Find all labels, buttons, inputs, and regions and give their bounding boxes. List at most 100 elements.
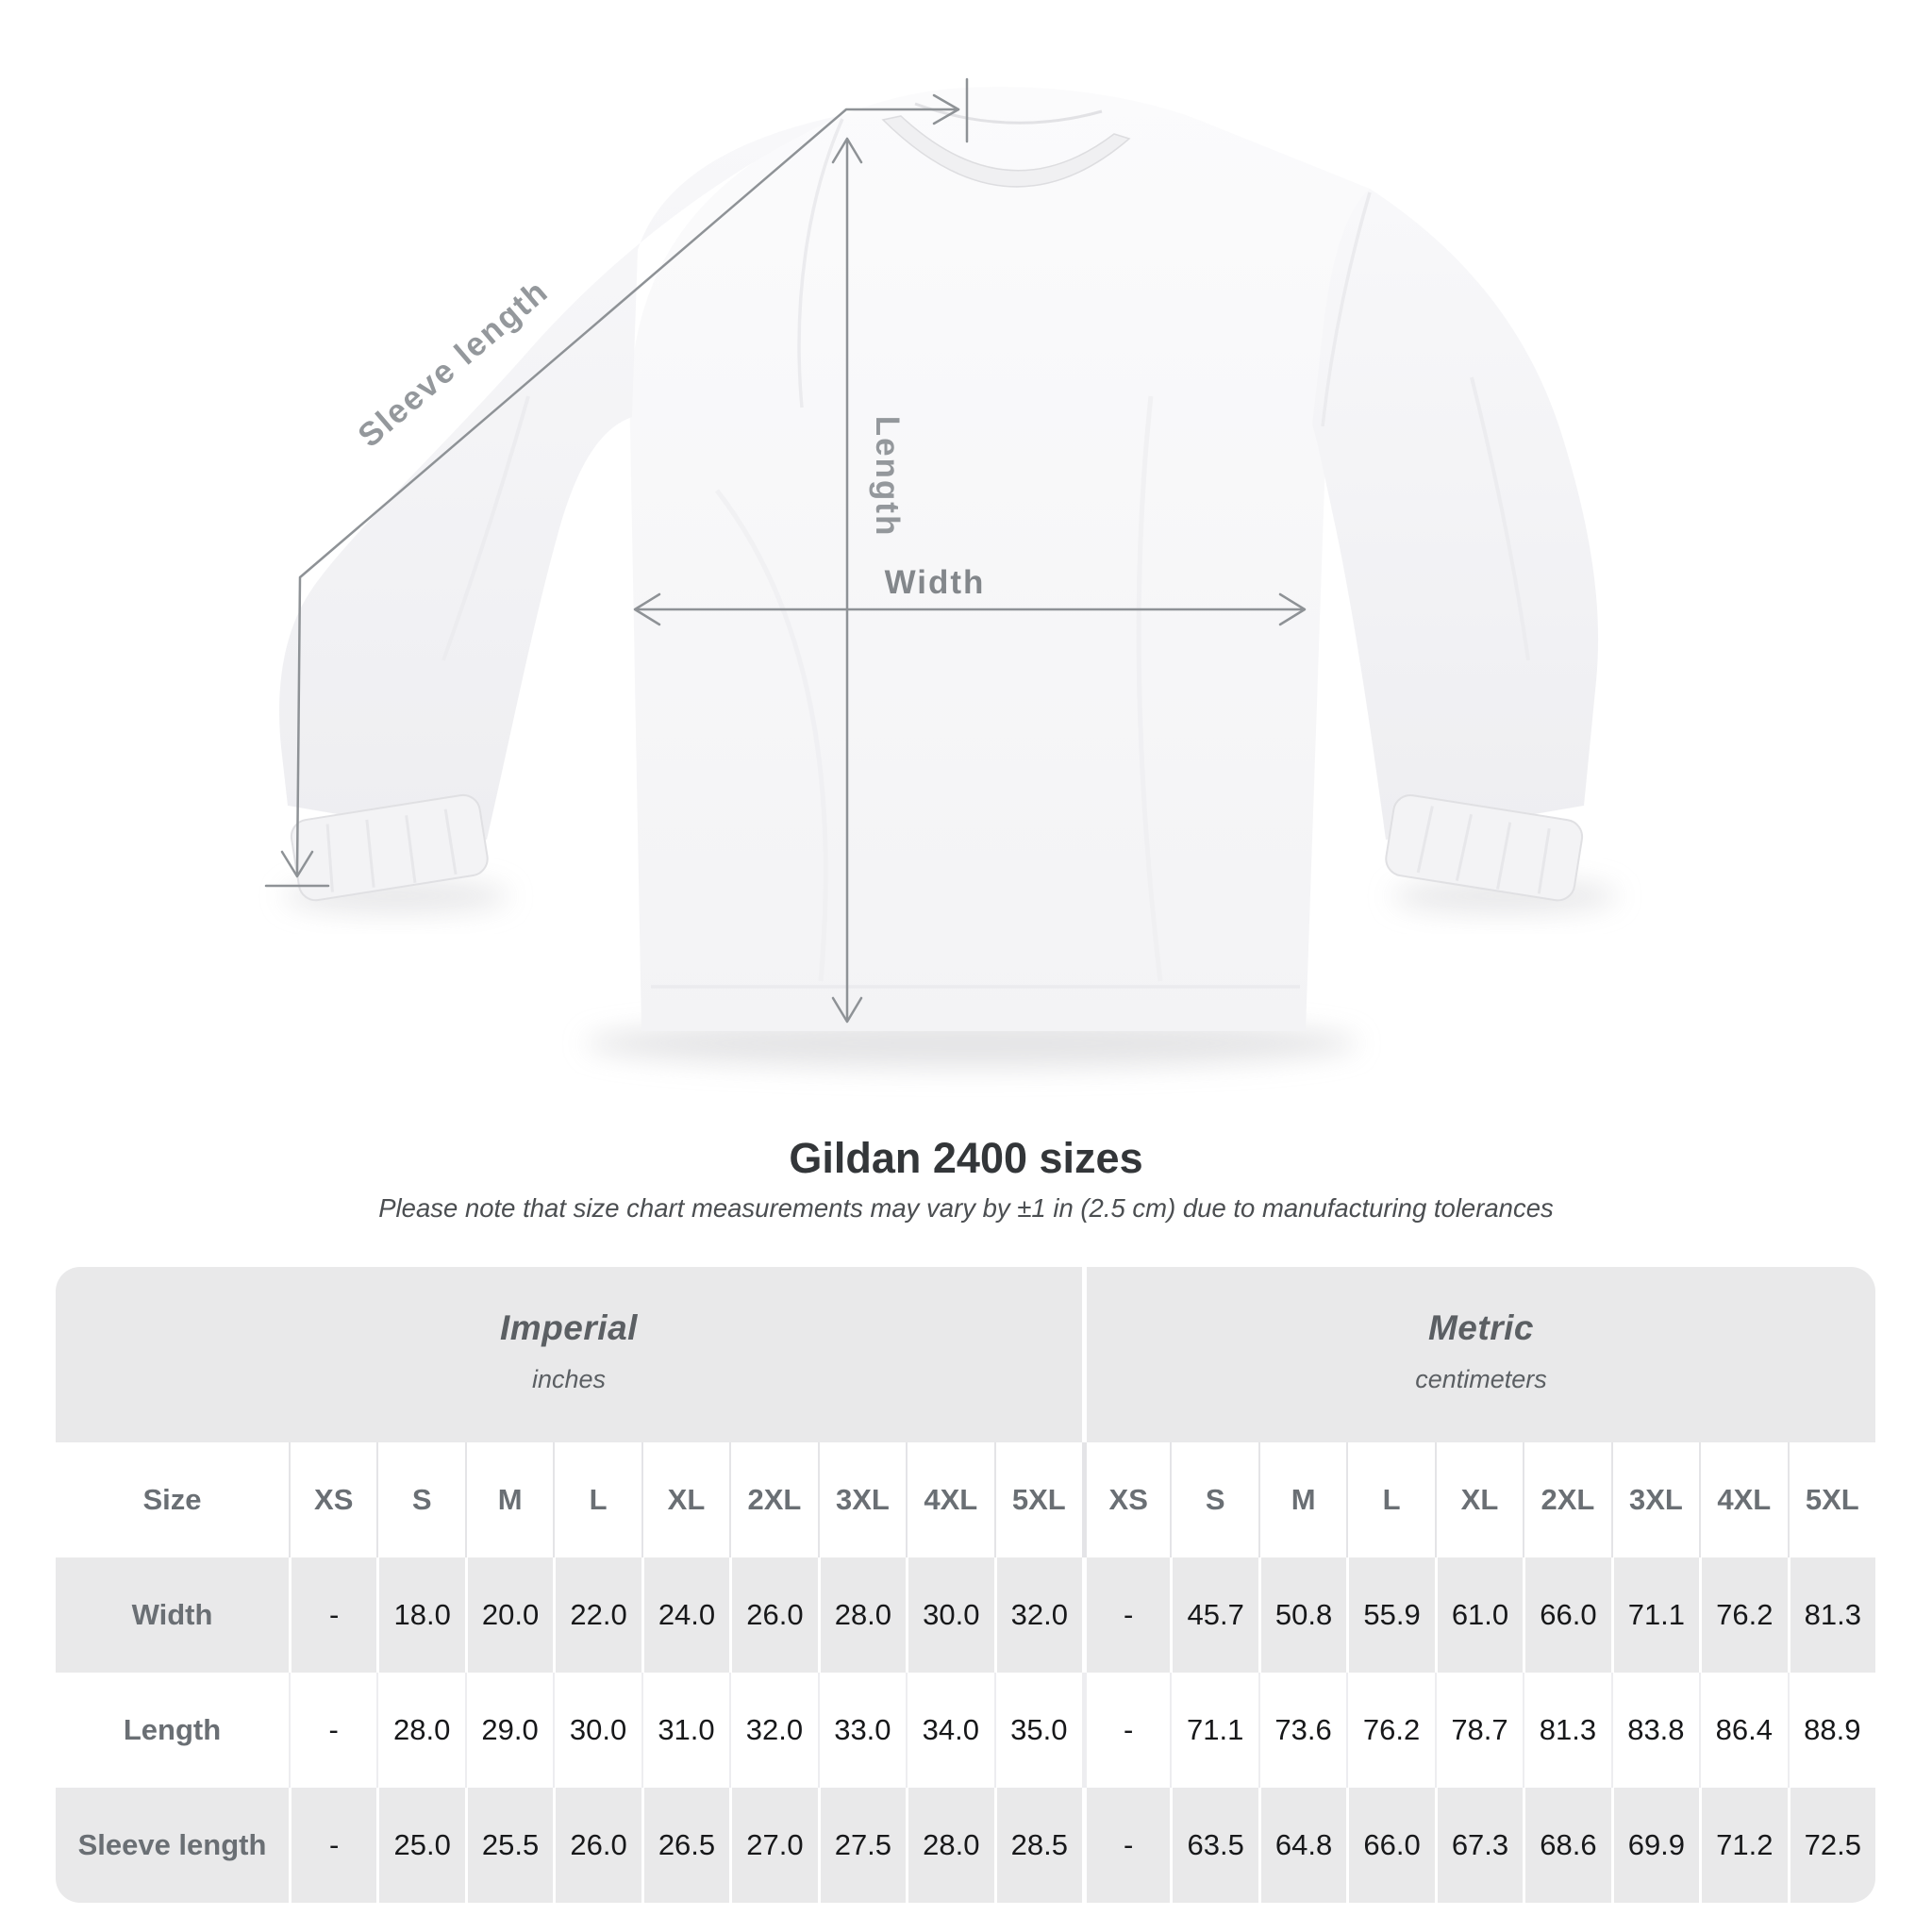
- size-header-cell: XS: [1081, 1442, 1171, 1557]
- table-cell: 27.5: [817, 1788, 907, 1903]
- table-cell: 28.0: [817, 1557, 907, 1673]
- table-cell: 55.9: [1346, 1557, 1435, 1673]
- imperial-label: Imperial: [500, 1307, 638, 1347]
- table-cell: 73.6: [1257, 1673, 1347, 1788]
- shirt-left-sleeve: [279, 115, 842, 840]
- shirt-illustration: [279, 87, 1618, 1068]
- table-cell: 71.1: [1170, 1673, 1258, 1788]
- size-header-cell: 3XL: [817, 1442, 907, 1557]
- sleeve-arrowhead-down: [280, 850, 314, 878]
- width-arrowhead-left: [633, 592, 661, 626]
- row-label-sleeve-length: Sleeve length: [56, 1788, 289, 1903]
- table-cell: -: [289, 1557, 377, 1673]
- table-cell: 88.9: [1787, 1673, 1875, 1788]
- table-cell: 63.5: [1170, 1788, 1258, 1903]
- size-header-cell: 2XL: [729, 1442, 818, 1557]
- table-cell: 29.0: [464, 1673, 554, 1788]
- size-header-cell: L: [1346, 1442, 1435, 1557]
- shirt-right-sleeve: [1312, 189, 1599, 840]
- table-cell: 26.5: [641, 1788, 730, 1903]
- table-cell: 20.0: [464, 1557, 554, 1673]
- table-cell: 45.7: [1170, 1557, 1258, 1673]
- table-cell: 24.0: [641, 1557, 730, 1673]
- table-cell: 69.9: [1610, 1788, 1700, 1903]
- table-cell: 26.0: [553, 1788, 641, 1903]
- size-header-cell: 5XL: [993, 1442, 1082, 1557]
- sleeve-arrowhead-right: [932, 93, 960, 125]
- table-cell: 22.0: [553, 1557, 641, 1673]
- table-cell: 64.8: [1257, 1788, 1347, 1903]
- table-cell: 76.2: [1699, 1557, 1788, 1673]
- size-header-cell: 4XL: [906, 1442, 994, 1557]
- size-header-cell: M: [1257, 1442, 1347, 1557]
- table-cell: 33.0: [817, 1673, 907, 1788]
- width-label: Width: [885, 564, 986, 601]
- table-cell: -: [289, 1673, 377, 1788]
- size-header-cell: 3XL: [1610, 1442, 1700, 1557]
- size-header-cell: S: [376, 1442, 465, 1557]
- table-cell: -: [1081, 1673, 1171, 1788]
- table-cell: 61.0: [1434, 1557, 1524, 1673]
- table-cell: 28.5: [993, 1788, 1082, 1903]
- left-cuff: [290, 793, 489, 902]
- table-cell: 25.0: [376, 1788, 465, 1903]
- table-cell: -: [289, 1788, 377, 1903]
- collar: [881, 115, 1131, 188]
- table-cell: 66.0: [1523, 1557, 1611, 1673]
- size-header-cell: XL: [1434, 1442, 1524, 1557]
- table-cell: 34.0: [906, 1673, 994, 1788]
- size-header-cell: L: [553, 1442, 641, 1557]
- metric-unit: centimeters: [1415, 1364, 1547, 1393]
- size-table: Imperial inches Metric centimeters Size …: [56, 1267, 1875, 1903]
- table-cell: 68.6: [1523, 1788, 1611, 1903]
- size-header-cell: XL: [641, 1442, 730, 1557]
- table-cell: 86.4: [1699, 1673, 1788, 1788]
- tolerance-note: Please note that size chart measurements…: [378, 1193, 1554, 1223]
- measurement-lines: [264, 77, 1307, 1024]
- shirt-diagram: Sleeve length Length Width: [264, 77, 1618, 1068]
- table-cell: 30.0: [906, 1557, 994, 1673]
- metric-group-header: Metric centimeters: [1081, 1267, 1875, 1442]
- size-header-cell: 5XL: [1787, 1442, 1875, 1557]
- sleeve-measure-line: [295, 108, 960, 875]
- size-header-cell: 4XL: [1699, 1442, 1788, 1557]
- size-header-cell: 2XL: [1523, 1442, 1611, 1557]
- table-cell: 83.8: [1610, 1673, 1700, 1788]
- table-cell: 66.0: [1346, 1788, 1435, 1903]
- imperial-group-header: Imperial inches: [56, 1267, 1082, 1442]
- imperial-unit: inches: [531, 1364, 607, 1393]
- shirt-body: [629, 87, 1370, 1031]
- table-cell: 31.0: [641, 1673, 730, 1788]
- metric-label: Metric: [1427, 1307, 1534, 1347]
- table-cell: 30.0: [553, 1673, 641, 1788]
- table-cell: 28.0: [906, 1788, 994, 1903]
- size-header-cell: M: [464, 1442, 554, 1557]
- table-cell: 81.3: [1523, 1673, 1611, 1788]
- table-cell: 27.0: [729, 1788, 818, 1903]
- length-label: Length: [869, 416, 906, 538]
- table-cell: 28.0: [376, 1673, 465, 1788]
- table-cell: 67.3: [1434, 1788, 1524, 1903]
- table-cell: -: [1081, 1788, 1171, 1903]
- table-cell: 26.0: [729, 1557, 818, 1673]
- size-header-cell: XS: [289, 1442, 377, 1557]
- length-arrowhead-up: [831, 137, 863, 164]
- row-label-width: Width: [56, 1557, 289, 1673]
- table-cell: 18.0: [376, 1557, 465, 1673]
- length-arrowhead-down: [831, 996, 863, 1024]
- table-cell: -: [1081, 1557, 1171, 1673]
- table-cell: 72.5: [1787, 1788, 1875, 1903]
- width-arrowhead-right: [1278, 592, 1307, 626]
- table-cell: 32.0: [993, 1557, 1082, 1673]
- table-cell: 35.0: [993, 1673, 1082, 1788]
- table-cell: 81.3: [1787, 1557, 1875, 1673]
- size-header-cell: S: [1170, 1442, 1258, 1557]
- table-cell: 76.2: [1346, 1673, 1435, 1788]
- row-label-length: Length: [56, 1673, 289, 1788]
- table-cell: 71.1: [1610, 1557, 1700, 1673]
- right-cuff: [1385, 794, 1584, 902]
- size-column-header: Size: [56, 1442, 289, 1557]
- table-cell: 78.7: [1434, 1673, 1524, 1788]
- page-title: Gildan 2400 sizes: [789, 1134, 1143, 1182]
